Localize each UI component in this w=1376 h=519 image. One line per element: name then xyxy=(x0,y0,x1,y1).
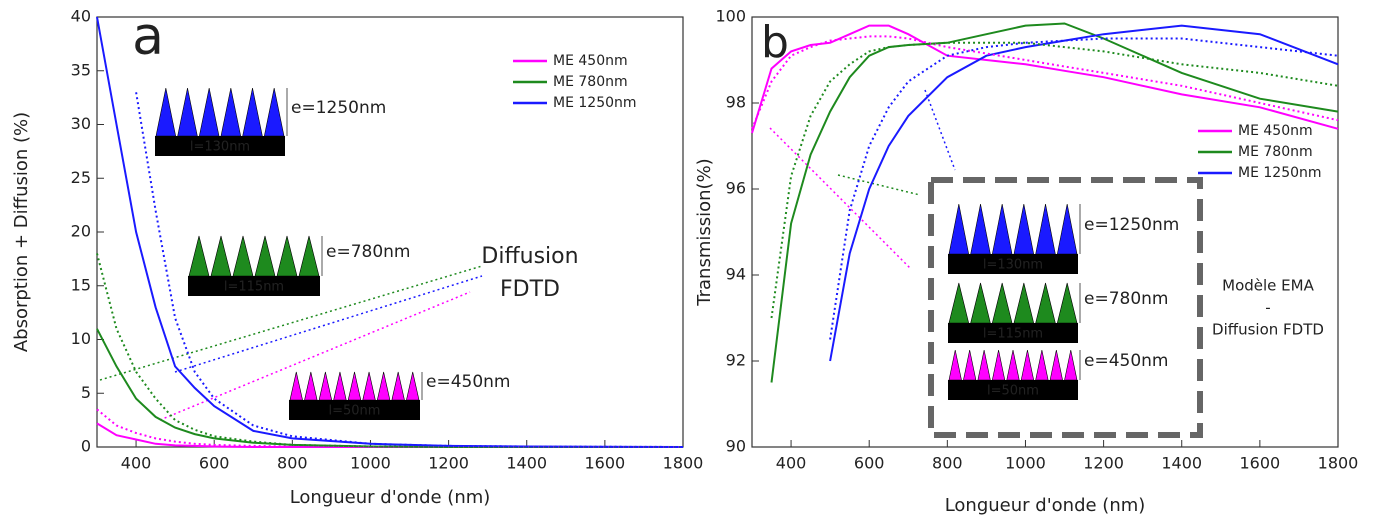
arrow xyxy=(159,291,471,421)
arrows-a xyxy=(99,265,483,421)
x-tick-label: 1400 xyxy=(506,454,547,473)
panel-label: a xyxy=(132,7,164,67)
inset-structure: e=780nm l=115nm xyxy=(948,282,1169,343)
arrow xyxy=(99,265,483,381)
plot-frame xyxy=(751,16,1339,448)
dotted-line xyxy=(135,92,684,448)
inset-structure: e=1250nm l=130nm xyxy=(948,203,1179,274)
x-tick-label: 1800 xyxy=(1318,454,1359,473)
height-label: e=450nm xyxy=(1084,351,1169,371)
arrows-b xyxy=(769,89,956,269)
x-tick-label: 600 xyxy=(199,454,230,473)
dotted-line xyxy=(96,253,683,448)
y-tick-label: 35 xyxy=(71,60,91,79)
x-tick-label: 800 xyxy=(932,454,963,473)
substrate xyxy=(948,254,1078,274)
y-tick-label: 20 xyxy=(71,222,91,241)
x-tick-label: 1600 xyxy=(1240,454,1281,473)
y-tick-label: 5 xyxy=(81,383,91,402)
y-tick-label: 40 xyxy=(71,7,91,26)
y-tick-label: 25 xyxy=(71,168,91,187)
dotted-line xyxy=(829,37,1339,340)
line xyxy=(751,24,1339,134)
x-tick-label: 1800 xyxy=(663,454,704,473)
x-axis-title: Longueur d'onde (nm) xyxy=(945,495,1146,516)
period-label: l=115nm xyxy=(224,280,284,295)
annotation: - xyxy=(1265,299,1270,317)
y-tick-label: 94 xyxy=(726,265,746,284)
x-tick-label: 1600 xyxy=(585,454,626,473)
height-label: e=450nm xyxy=(426,372,511,392)
inset-structure: e=450nm l=50nm xyxy=(948,349,1169,400)
arrow xyxy=(924,89,956,171)
x-tick-label: 800 xyxy=(277,454,308,473)
x-tick-label: 600 xyxy=(854,454,885,473)
period-label: l=50nm xyxy=(329,404,381,419)
inset-structure: e=1250nm l=130nm xyxy=(155,87,386,156)
x-tick-label: 1000 xyxy=(1005,454,1046,473)
x-tick-label: 400 xyxy=(776,454,807,473)
annotation: Diffusion FDTD xyxy=(1212,321,1324,339)
y-tick-label: 30 xyxy=(71,114,91,133)
y-tick-label: 15 xyxy=(71,275,91,294)
line xyxy=(96,16,684,448)
substrate xyxy=(188,276,320,296)
period-label: l=130nm xyxy=(190,140,250,155)
line xyxy=(770,22,1339,383)
line xyxy=(829,24,1339,362)
substrate xyxy=(289,400,420,420)
height-label: e=1250nm xyxy=(291,98,386,118)
line xyxy=(96,328,683,448)
panel-label: b xyxy=(761,17,789,68)
dotted-line xyxy=(96,408,683,448)
dotted-line xyxy=(770,41,1339,319)
x-tick-label: 1200 xyxy=(1083,454,1124,473)
inset-structure: e=450nm l=50nm xyxy=(289,371,511,420)
legend-label: ME 1250nm xyxy=(553,95,637,111)
period-label: l=130nm xyxy=(983,258,1043,273)
legend-label: ME 780nm xyxy=(1238,144,1313,160)
arrow xyxy=(837,174,921,196)
x-tick-label: 1200 xyxy=(428,454,469,473)
annotation: Modèle EMA xyxy=(1222,277,1314,295)
y-tick-label: 96 xyxy=(726,179,746,198)
y-tick-label: 10 xyxy=(71,329,91,348)
x-tick-label: 1000 xyxy=(350,454,391,473)
height-label: e=1250nm xyxy=(1084,215,1179,235)
x-axis-title: Longueur d'onde (nm) xyxy=(290,487,491,508)
legend-label: ME 450nm xyxy=(1238,123,1313,139)
legend-label: ME 450nm xyxy=(553,53,628,69)
legend-label: ME 1250nm xyxy=(1238,165,1322,181)
inset-box xyxy=(928,177,1203,438)
substrate xyxy=(948,380,1078,400)
substrate xyxy=(948,323,1078,343)
x-tick-label: 1400 xyxy=(1161,454,1202,473)
x-tick-label: 400 xyxy=(121,454,152,473)
y-tick-label: 100 xyxy=(715,7,746,26)
period-label: l=115nm xyxy=(983,327,1043,342)
y-tick-label: 90 xyxy=(726,437,746,456)
height-label: e=780nm xyxy=(1084,289,1169,309)
y-axis-title: Transmission(%) xyxy=(694,158,715,306)
period-label: l=50nm xyxy=(987,384,1039,399)
y-tick-label: 92 xyxy=(726,351,746,370)
substrate xyxy=(155,136,285,156)
y-tick-label: 98 xyxy=(726,93,746,112)
y-tick-label: 0 xyxy=(81,437,91,456)
inset-structure: e=780nm l=115nm xyxy=(188,235,411,296)
height-label: e=780nm xyxy=(326,242,411,262)
y-axis-title: Absorption + Diffusion (%) xyxy=(11,112,32,352)
annotation: FDTD xyxy=(500,277,560,302)
arrow xyxy=(174,275,483,373)
annotation: Diffusion xyxy=(481,244,578,269)
legend-label: ME 780nm xyxy=(553,74,628,90)
